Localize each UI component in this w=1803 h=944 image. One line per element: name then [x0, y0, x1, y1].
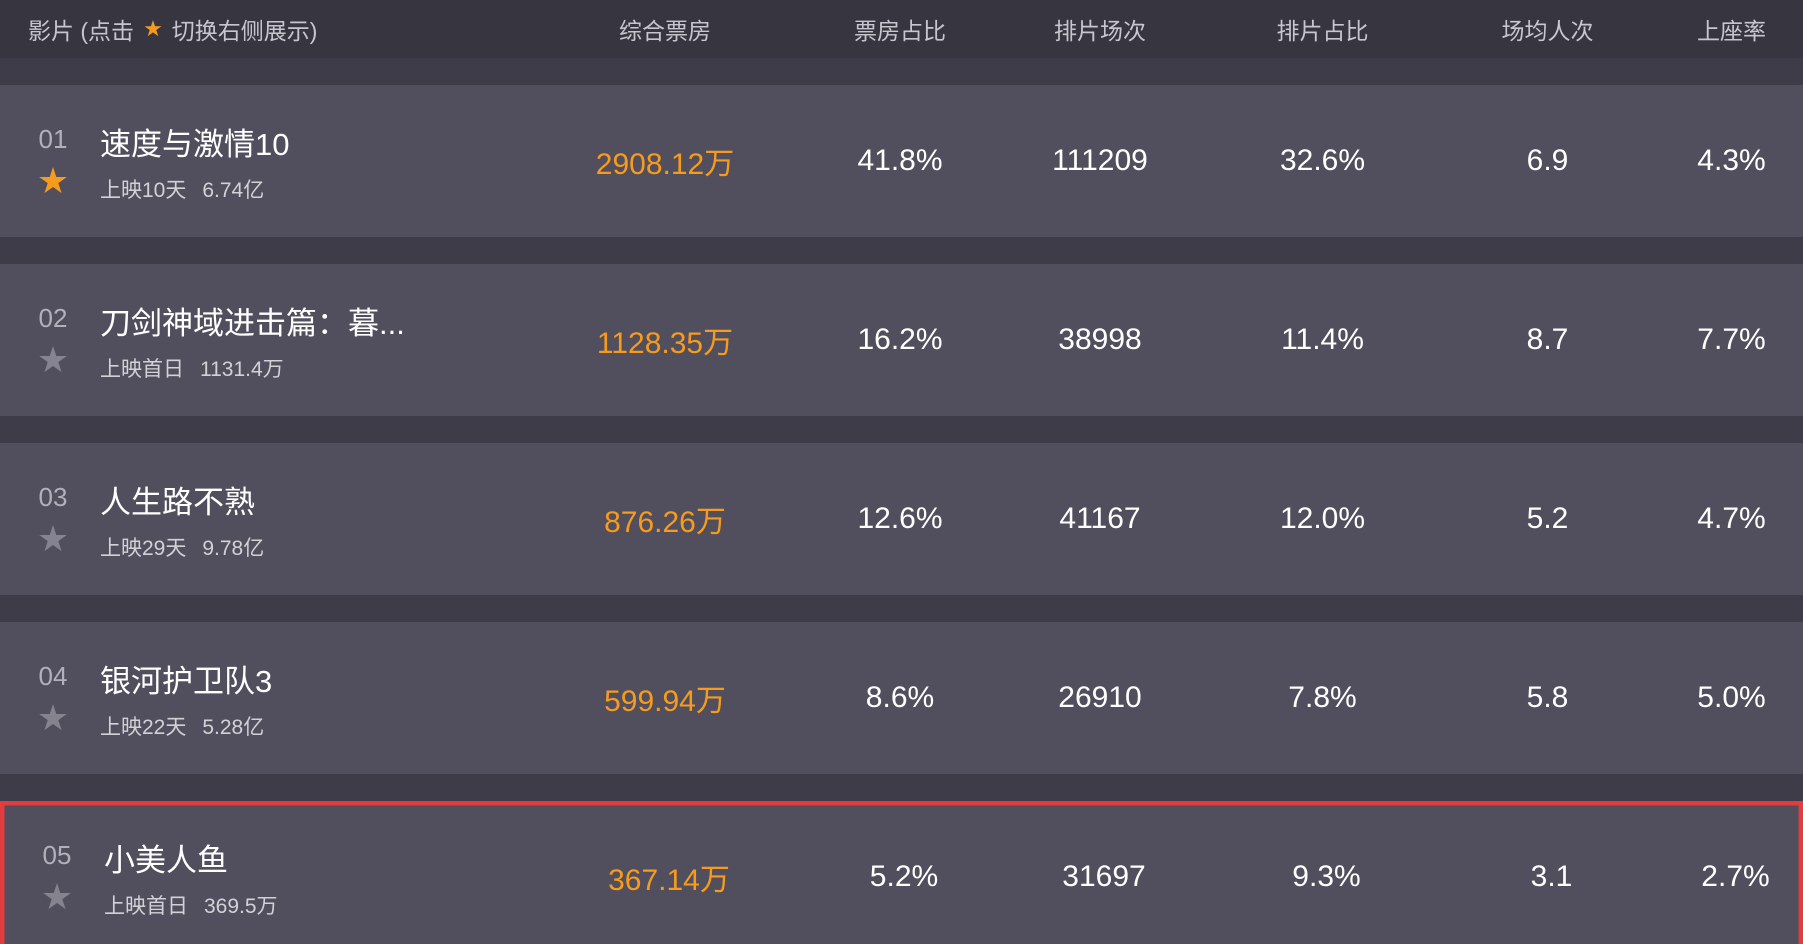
favorite-star-icon[interactable]: ★ [36, 696, 70, 738]
box-office-share-value: 12.6% [857, 502, 943, 535]
movie-title: 银河护卫队3 [100, 663, 273, 699]
favorite-star-icon[interactable]: ★ [36, 517, 70, 559]
gross-box-office-value: 2908.12万 [595, 148, 735, 181]
movie-title: 刀剑神域进击篇：暮... [100, 305, 405, 341]
screenings-value: 31697 [1062, 860, 1146, 893]
release-days: 上映29天 [100, 536, 187, 560]
occupancy-rate-value: 7.7% [1697, 323, 1766, 356]
gross-box-office-value: 367.14万 [608, 864, 730, 897]
screenings-value: 41167 [1059, 502, 1141, 535]
film-names: 小美人鱼 上映首日 369.5万 [104, 835, 278, 920]
gross-box-office-value: 599.94万 [604, 685, 726, 718]
screenings-value: 26910 [1058, 681, 1142, 714]
screening-share-value: 11.4% [1281, 323, 1364, 356]
movie-row[interactable]: 01 ★ 速度与激情10 上映10天 6.74亿 2908.12万 41.8% … [0, 85, 1803, 237]
movie-title: 速度与激情10 [100, 126, 290, 162]
rank-number: 01 [38, 123, 68, 154]
column-header-gross-box-office[interactable]: 综合票房 [619, 18, 711, 44]
rank-column: 03 ★ [28, 482, 78, 557]
screening-share-value: 32.6% [1279, 144, 1366, 177]
film-cell: 03 ★ 人生路不熟 上映29天 9.78亿 [0, 477, 520, 562]
film-cell: 02 ★ 刀剑神域进击篇：暮... 上映首日 1131.4万 [0, 298, 520, 383]
column-header-screenings[interactable]: 排片场次 [1054, 18, 1146, 44]
occupancy-rate-value: 4.7% [1697, 502, 1766, 535]
movie-subtitle: 上映首日 369.5万 [104, 890, 278, 920]
release-days: 上映首日 [104, 894, 188, 918]
film-cell: 04 ★ 银河护卫队3 上映22天 5.28亿 [0, 656, 520, 741]
column-header-occupancy-rate[interactable]: 上座率 [1697, 18, 1766, 44]
film-names: 银河护卫队3 上映22天 5.28亿 [100, 656, 272, 741]
occupancy-rate-value: 5.0% [1697, 681, 1766, 714]
film-header-label-suffix: 切换右侧展示) [171, 18, 318, 44]
table-header: 影片 (点击 ★ 切换右侧展示) 综合票房 票房占比 排片场次 排片占比 场均人… [0, 0, 1803, 58]
column-header-film: 影片 (点击 ★ 切换右侧展示) [0, 12, 520, 46]
release-days: 上映10天 [100, 178, 187, 202]
rank-number: 03 [38, 481, 68, 512]
movie-title: 人生路不熟 [100, 484, 255, 520]
release-days: 上映首日 [100, 357, 184, 381]
movie-row-highlighted[interactable]: 05 ★ 小美人鱼 上映首日 369.5万 367.14万 5.2% 31697… [0, 801, 1803, 944]
movie-title: 小美人鱼 [104, 842, 228, 878]
rank-column: 02 ★ [28, 303, 78, 378]
column-header-screening-share[interactable]: 排片占比 [1276, 18, 1369, 44]
rank-number: 04 [38, 660, 68, 691]
film-cell: 01 ★ 速度与激情10 上映10天 6.74亿 [0, 119, 520, 204]
rank-number: 02 [38, 302, 68, 333]
avg-attendance-value: 5.8 [1526, 681, 1569, 714]
box-office-share-value: 5.2% [869, 860, 939, 893]
screening-share-value: 9.3% [1292, 860, 1361, 893]
box-office-share-value: 16.2% [857, 323, 943, 356]
gross-box-office-value: 876.26万 [604, 506, 726, 539]
total-gross: 369.5万 [204, 894, 278, 918]
avg-attendance-value: 3.1 [1530, 860, 1573, 893]
rank-column: 01 ★ [28, 124, 78, 199]
total-gross: 6.74亿 [202, 178, 265, 202]
film-header-label-prefix: 影片 (点击 [28, 18, 135, 44]
rank-column: 05 ★ [32, 840, 82, 915]
movie-row[interactable]: 04 ★ 银河护卫队3 上映22天 5.28亿 599.94万 8.6% 269… [0, 622, 1803, 774]
box-office-share-value: 8.6% [865, 681, 935, 714]
movie-subtitle: 上映22天 5.28亿 [100, 711, 272, 741]
column-header-avg-attendance[interactable]: 场均人次 [1501, 18, 1594, 44]
favorite-star-icon[interactable]: ★ [36, 338, 70, 380]
occupancy-rate-value: 2.7% [1701, 860, 1770, 893]
total-gross: 1131.4万 [200, 357, 284, 381]
favorite-star-icon[interactable]: ★ [40, 875, 74, 917]
gross-box-office-value: 1128.35万 [596, 327, 734, 360]
movie-row[interactable]: 02 ★ 刀剑神域进击篇：暮... 上映首日 1131.4万 1128.35万 … [0, 264, 1803, 416]
star-icon: ★ [143, 16, 163, 41]
screenings-value: 111209 [1052, 144, 1148, 177]
total-gross: 9.78亿 [202, 536, 265, 560]
movie-subtitle: 上映10天 6.74亿 [100, 174, 289, 204]
favorite-star-icon[interactable]: ★ [36, 159, 70, 201]
rank-number: 05 [42, 839, 72, 870]
movie-subtitle: 上映29天 9.78亿 [100, 532, 264, 562]
movie-subtitle: 上映首日 1131.4万 [100, 353, 405, 383]
rank-column: 04 ★ [28, 661, 78, 736]
screenings-value: 38998 [1058, 323, 1142, 356]
box-office-share-value: 41.8% [857, 144, 943, 177]
screening-share-value: 12.0% [1279, 502, 1366, 535]
film-cell: 05 ★ 小美人鱼 上映首日 369.5万 [4, 835, 524, 920]
film-names: 速度与激情10 上映10天 6.74亿 [100, 119, 289, 204]
film-names: 刀剑神域进击篇：暮... 上映首日 1131.4万 [100, 298, 405, 383]
release-days: 上映22天 [100, 715, 187, 739]
avg-attendance-value: 6.9 [1526, 144, 1569, 177]
avg-attendance-value: 8.7 [1526, 323, 1569, 356]
screening-share-value: 7.8% [1288, 681, 1357, 714]
occupancy-rate-value: 4.3% [1697, 144, 1766, 177]
film-names: 人生路不熟 上映29天 9.78亿 [100, 477, 264, 562]
total-gross: 5.28亿 [202, 715, 265, 739]
movie-row[interactable]: 03 ★ 人生路不熟 上映29天 9.78亿 876.26万 12.6% 411… [0, 443, 1803, 595]
column-header-box-office-share[interactable]: 票房占比 [854, 18, 946, 44]
avg-attendance-value: 5.2 [1526, 502, 1569, 535]
